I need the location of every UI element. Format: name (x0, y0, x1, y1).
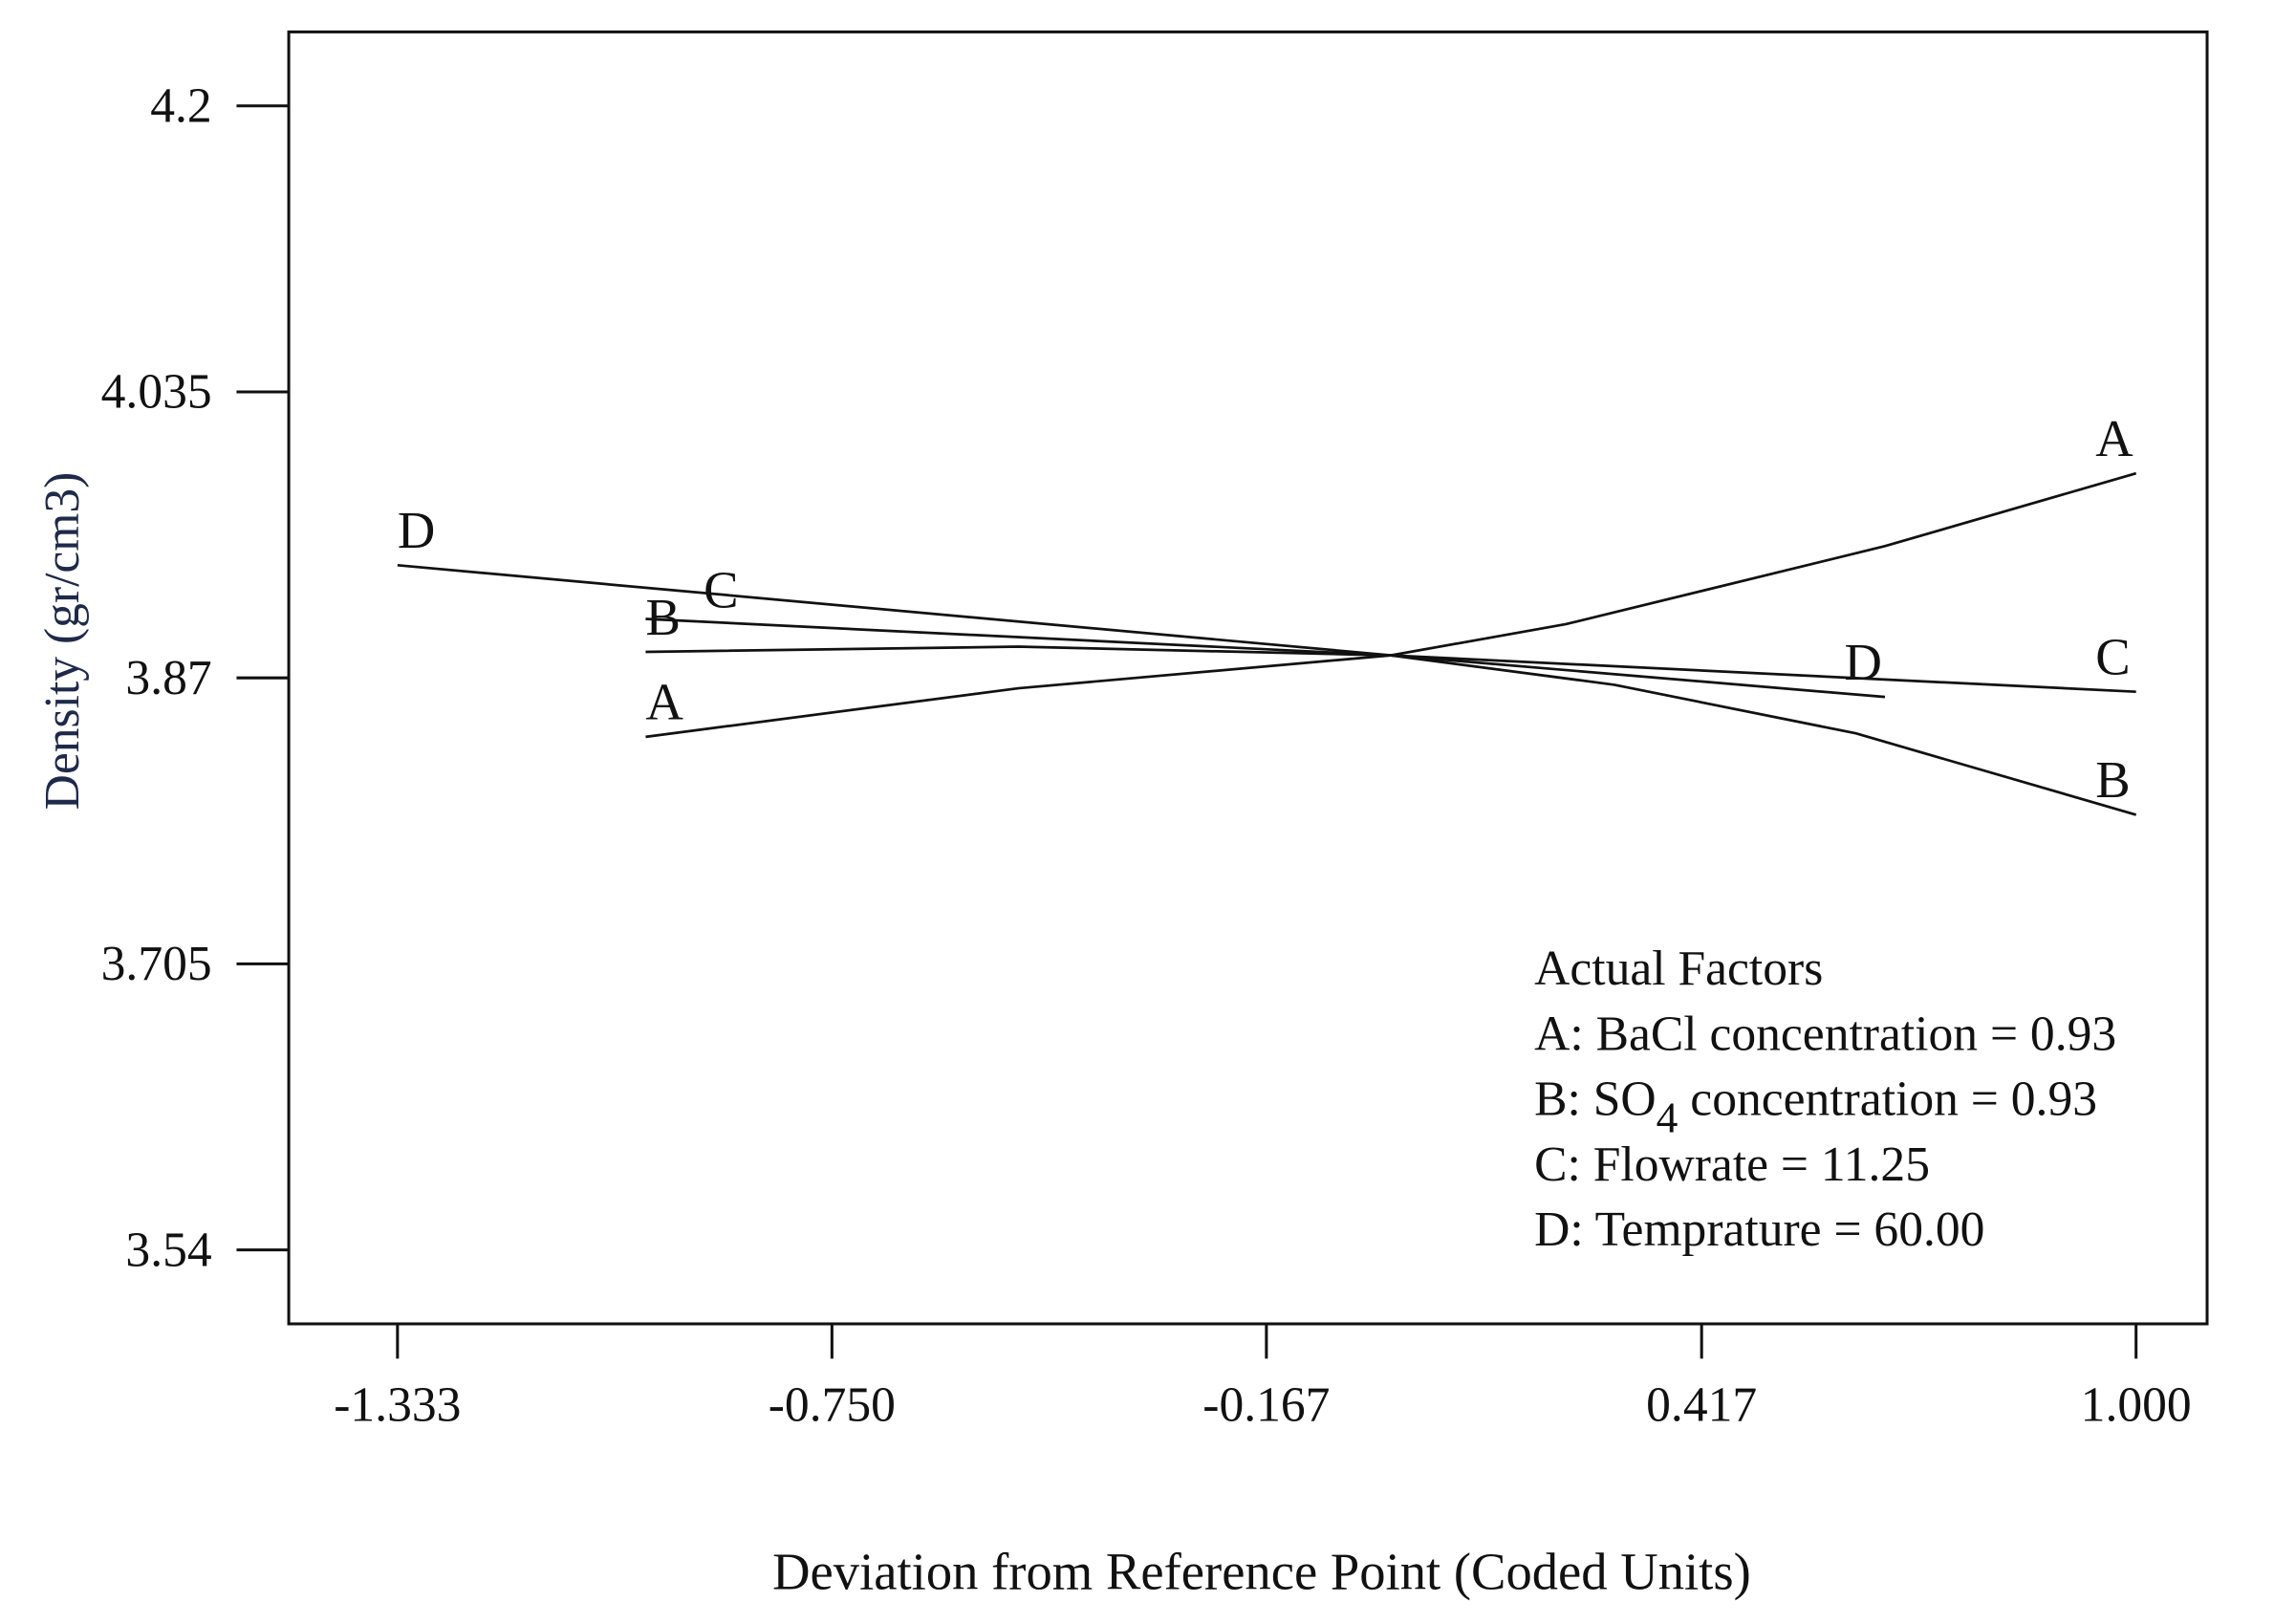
actual-factors-legend: Actual Factors A: BaCl concentration = 0… (1534, 942, 2116, 1257)
x-tick-label: 0.417 (1646, 1378, 1757, 1433)
legend-title: Actual Factors (1534, 942, 1823, 996)
series-label-end-a: A (2095, 409, 2133, 467)
y-axis: 4.2 4.035 3.87 3.705 3.54 (101, 78, 290, 1277)
y-axis-title: Density (gr/cm3) (35, 472, 90, 811)
series-label-start-a: A (645, 673, 683, 731)
legend-line: C: Flowrate = 11.25 (1534, 1137, 1930, 1192)
series-label-end-d: D (1844, 633, 1881, 691)
plot-frame (287, 30, 2209, 1326)
x-tick-label: -0.167 (1202, 1378, 1330, 1433)
legend-line: D: Temprature = 60.00 (1534, 1202, 1984, 1257)
legend-line-suffix: concentration = 0.93 (1678, 1072, 2097, 1127)
y-tick-label: 3.54 (125, 1223, 211, 1277)
y-tick-label: 3.705 (101, 937, 212, 991)
legend-line: B: SO (1534, 1072, 1657, 1127)
series-line-a (645, 471, 2137, 739)
x-tick-label: -0.750 (769, 1378, 896, 1433)
y-tick-label: 4.2 (150, 78, 211, 133)
legend-subscript: 4 (1657, 1093, 1678, 1142)
y-tick-label: 3.87 (125, 651, 211, 705)
x-tick-label: -1.333 (334, 1378, 461, 1433)
series-label-start-d: D (398, 501, 435, 559)
series-label-start-c: C (704, 560, 738, 618)
legend-lines: A: BaCl concentration = 0.93 B: SO4 conce… (1534, 1007, 2116, 1257)
x-axis: -1.333 -0.750 -0.167 0.417 1.000 (334, 1323, 2192, 1433)
series-label-end-c: C (2095, 627, 2130, 685)
series-line-b (645, 645, 2137, 816)
y-tick-label: 4.035 (101, 365, 212, 420)
series-label-start-b: B (645, 588, 680, 646)
x-axis-title: Deviation from Reference Point (Coded Un… (772, 1543, 1751, 1601)
legend-line: A: BaCl concentration = 0.93 (1534, 1007, 2116, 1061)
series-line-d (397, 563, 1886, 699)
x-tick-label: 1.000 (2081, 1378, 2192, 1433)
series-label-end-b: B (2095, 750, 2130, 809)
